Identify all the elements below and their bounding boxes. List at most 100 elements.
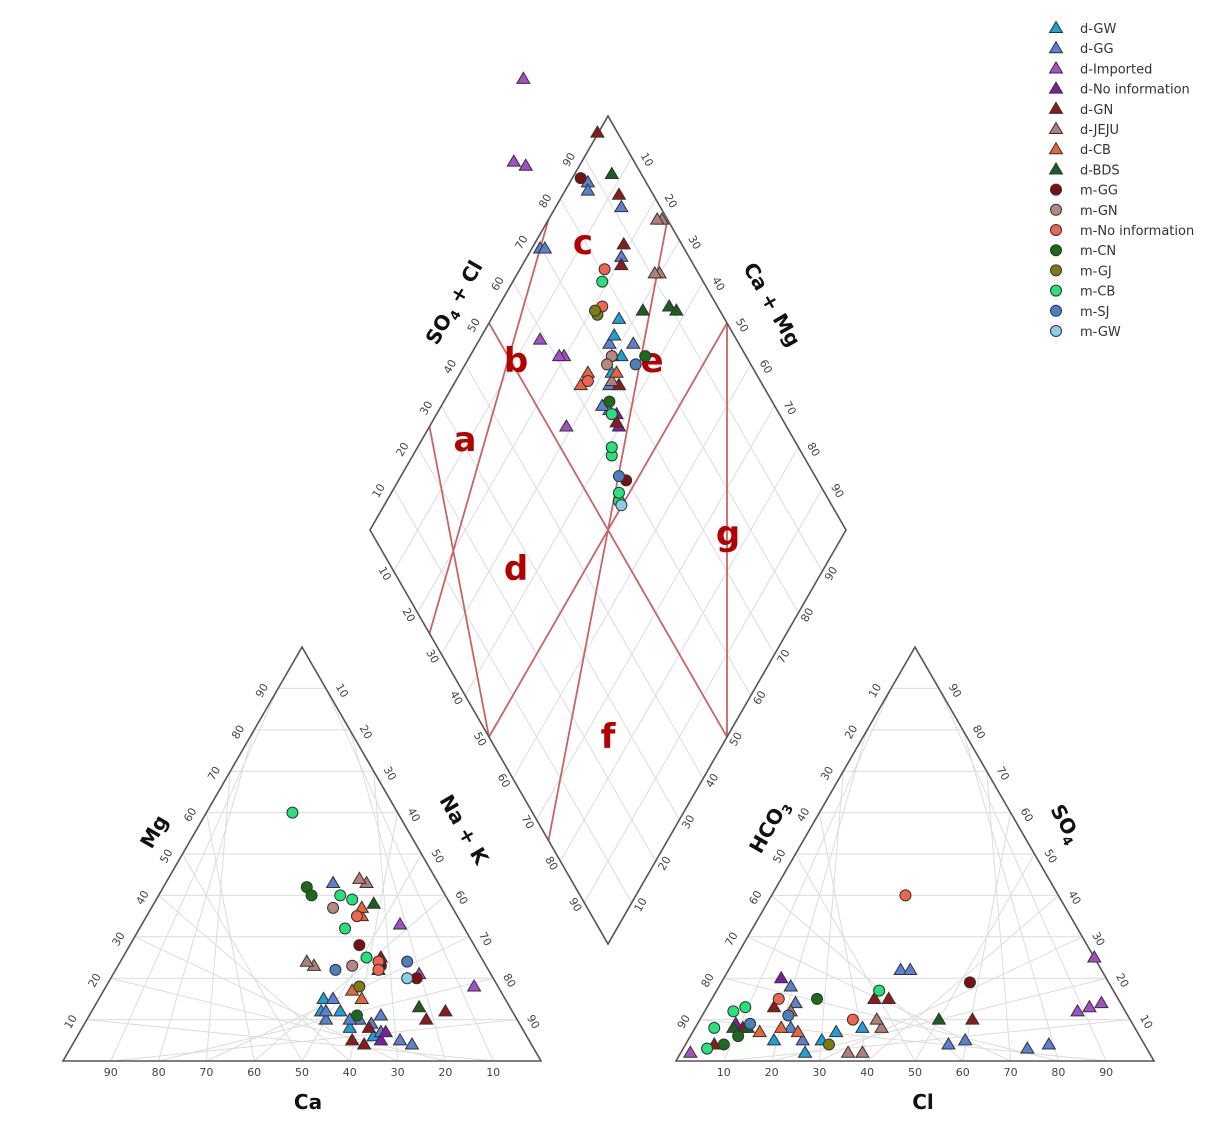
diamond-ur-tick: 70 bbox=[781, 399, 799, 418]
legend-label-d-cb: d-CB bbox=[1080, 143, 1111, 158]
cation-grid-a bbox=[86, 1019, 494, 1062]
legend-marker-d-imported bbox=[1048, 60, 1064, 74]
point-d-imported-anion bbox=[682, 1045, 698, 1058]
cation-right-tick: 80 bbox=[500, 971, 518, 990]
anion-grid-a bbox=[771, 895, 964, 1062]
point-d-imported-cation bbox=[392, 916, 408, 930]
legend-label-m-cn: m-CN bbox=[1080, 244, 1116, 259]
legend-label-m-gj: m-GJ bbox=[1080, 264, 1112, 279]
point-d-cb-cation bbox=[354, 991, 370, 1004]
anion-left-tick: 70 bbox=[723, 930, 741, 949]
point-d-gg-anion bbox=[957, 1032, 973, 1046]
point-d-jeju-anion bbox=[874, 1020, 889, 1033]
diamond-ul-tick: 10 bbox=[370, 482, 388, 501]
point-d-gg-cation bbox=[373, 1007, 389, 1021]
point-m-cb-cation bbox=[339, 922, 352, 935]
point-d-gn-anion bbox=[881, 991, 897, 1004]
cation-grid-a bbox=[182, 853, 303, 1062]
cation-right-tick: 30 bbox=[381, 764, 399, 783]
point-d-gn-cation bbox=[356, 1036, 372, 1050]
zone-label-c: c bbox=[573, 223, 593, 263]
anion-grid-a bbox=[747, 936, 1011, 1062]
point-d-no-information-cation bbox=[378, 1024, 394, 1038]
point-m-gj-diamond bbox=[589, 304, 602, 317]
point-m-sj-diamond bbox=[612, 470, 625, 483]
cation-right-tick: 20 bbox=[357, 723, 375, 742]
legend-marker-m-gw bbox=[1050, 325, 1062, 337]
anion-left-tick: 60 bbox=[746, 888, 764, 907]
anion-right-tick: 60 bbox=[1018, 806, 1036, 825]
point-d-gg-diamond bbox=[537, 241, 553, 254]
point-d-gn-diamond bbox=[616, 236, 632, 250]
point-d-bds-diamond bbox=[604, 166, 620, 180]
point-d-imported-diamond bbox=[558, 419, 574, 432]
anion-right-tick: 40 bbox=[1065, 888, 1083, 907]
point-m-gw-cation bbox=[401, 972, 414, 985]
diamond-ul-tick: 30 bbox=[417, 399, 435, 418]
legend-label-d-no-information: d-No information bbox=[1080, 83, 1190, 98]
point-d-bds-diamond bbox=[668, 303, 684, 316]
legend-label-d-gn: d-GN bbox=[1080, 103, 1113, 118]
legend-marker-d-gg bbox=[1048, 40, 1064, 54]
point-d-gg-cation bbox=[318, 1012, 334, 1025]
point-d-gn-diamond bbox=[609, 414, 624, 428]
cation-grid-b bbox=[325, 688, 494, 1062]
point-d-jeju-cation bbox=[351, 871, 367, 884]
point-d-bds-diamond bbox=[635, 303, 651, 316]
point-m-gj-anion bbox=[822, 1038, 835, 1051]
point-d-jeju-cation bbox=[299, 954, 315, 967]
anion-left-tick: 30 bbox=[818, 764, 836, 783]
cation-right-tick: 90 bbox=[524, 1013, 542, 1032]
point-d-gw-diamond bbox=[613, 348, 629, 362]
anion-grid-a bbox=[795, 853, 916, 1062]
point-m-no-information-anion bbox=[899, 889, 912, 902]
point-d-gg-diamond bbox=[625, 336, 641, 349]
point-d-gn-cation bbox=[418, 1012, 434, 1025]
diamond-ll-tick: 80 bbox=[542, 854, 560, 873]
point-m-cn-diamond bbox=[603, 395, 616, 408]
point-m-sj-cation bbox=[329, 963, 342, 976]
point-d-gn-anion bbox=[964, 1012, 980, 1025]
legend-label-m-gn: m-GN bbox=[1080, 204, 1118, 219]
anion-bottom-tick: 80 bbox=[1051, 1066, 1065, 1079]
point-d-gg-cation bbox=[325, 991, 341, 1004]
legend-marker-m-no-information bbox=[1050, 224, 1062, 236]
point-d-bds-cation bbox=[366, 896, 382, 909]
anion-bottom-tick: 50 bbox=[908, 1066, 922, 1079]
anion-bottom-tick: 40 bbox=[860, 1066, 874, 1079]
diamond-lr-tick: 80 bbox=[798, 606, 816, 625]
zone-boundary-3 bbox=[428, 426, 490, 738]
point-m-cb-anion bbox=[727, 1005, 740, 1018]
cation-bottom-tick: 40 bbox=[343, 1066, 357, 1079]
point-m-cb-anion bbox=[708, 1021, 721, 1034]
cation-bottom-tick: 30 bbox=[391, 1066, 405, 1079]
anion-right-tick: 30 bbox=[1089, 930, 1107, 949]
anion-right-tick: 50 bbox=[1041, 847, 1059, 866]
point-m-no-information-diamond bbox=[598, 263, 611, 276]
point-d-jeju-anion bbox=[855, 1045, 870, 1058]
cation-right-tick: 50 bbox=[428, 847, 446, 866]
diamond-ul-tick: 80 bbox=[536, 192, 554, 211]
point-d-gg-anion bbox=[795, 1032, 811, 1046]
zone-label-g: g bbox=[716, 514, 740, 554]
cation-left-tick: 70 bbox=[205, 764, 223, 783]
legend-marker-m-gj bbox=[1050, 264, 1062, 277]
point-d-imported-anion bbox=[1070, 1003, 1085, 1017]
point-d-bds-anion bbox=[931, 1012, 947, 1025]
point-d-imported-diamond bbox=[518, 158, 534, 171]
cation-left-tick: 30 bbox=[110, 930, 128, 949]
point-d-jeju-diamond bbox=[604, 373, 620, 387]
grid-lines bbox=[86, 157, 1131, 1062]
point-d-gn-cation bbox=[344, 1032, 360, 1046]
anion-left-tick: 80 bbox=[699, 971, 717, 990]
point-d-jeju-diamond bbox=[649, 212, 665, 225]
cation-left-tick: 50 bbox=[157, 847, 175, 866]
diamond-ur-tick: 80 bbox=[804, 440, 822, 459]
legend-label-d-jeju: d-JEJU bbox=[1080, 123, 1119, 138]
axis-label-hco3: HCO3 bbox=[744, 796, 797, 860]
anion-right-tick: 20 bbox=[1113, 971, 1131, 990]
legend-marker-d-bds bbox=[1048, 161, 1064, 175]
point-d-gg-diamond bbox=[602, 336, 617, 349]
point-d-imported-diamond bbox=[515, 71, 531, 84]
